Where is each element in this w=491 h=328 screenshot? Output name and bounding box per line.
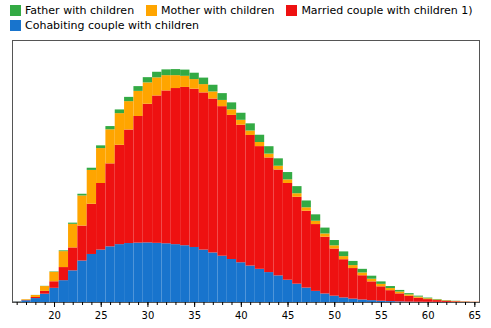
svg-text:35: 35 xyxy=(188,310,201,321)
svg-text:65: 65 xyxy=(468,310,481,321)
svg-text:30: 30 xyxy=(142,310,155,321)
svg-text:55: 55 xyxy=(375,310,388,321)
html-text:Mother with children: Mother with children xyxy=(161,4,275,17)
svg-text:25: 25 xyxy=(95,310,108,321)
svg-text:50: 50 xyxy=(328,310,341,321)
svg-text:60: 60 xyxy=(422,310,435,321)
html-text:Cohabiting couple with childre: Cohabiting couple with children xyxy=(25,19,199,32)
html-text:Father with children: Father with children xyxy=(25,4,135,17)
svg-text:40: 40 xyxy=(235,310,248,321)
svg-text:20: 20 xyxy=(48,310,61,321)
svg-text:45: 45 xyxy=(282,310,295,321)
html-text:Married couple with children 1: Married couple with children 1) xyxy=(301,4,473,17)
